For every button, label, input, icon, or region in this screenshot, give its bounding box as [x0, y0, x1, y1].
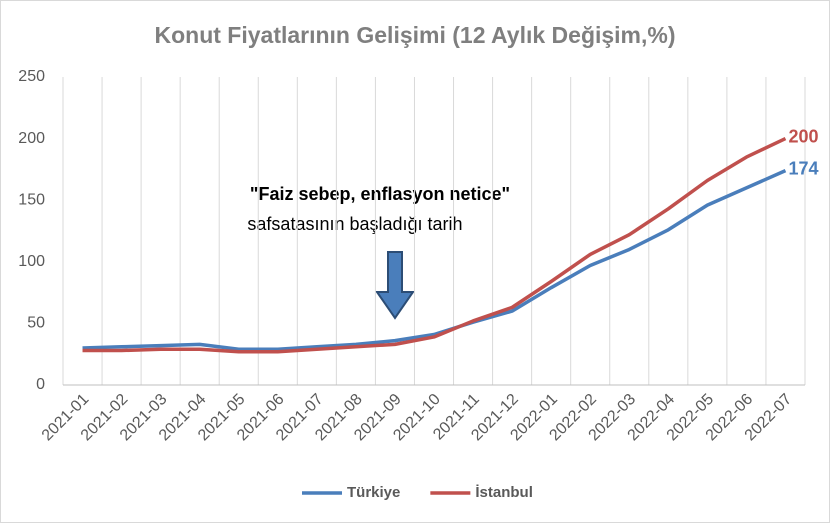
y-tick-label: 200 [18, 130, 45, 147]
annotation: "Faiz sebep, enflasyon netice" [250, 184, 510, 204]
series-line [82, 137, 787, 354]
annotation: safsatasının başladığı tarih [247, 214, 462, 234]
data-label: 200 [788, 126, 818, 146]
y-tick-label: 150 [18, 191, 45, 208]
series-line [82, 169, 787, 352]
chart-title: Konut Fiyatlarının Gelişimi (12 Aylık De… [154, 22, 675, 48]
y-tick-label: 0 [36, 376, 45, 393]
y-tick-label: 50 [27, 315, 45, 332]
legend-label: İstanbul [475, 484, 533, 501]
y-tick-label: 100 [18, 253, 45, 270]
legend-label: Türkiye [347, 484, 400, 501]
data-label: 174 [788, 158, 818, 178]
annotation-arrow [375, 251, 415, 320]
y-tick-label: 250 [18, 68, 45, 85]
